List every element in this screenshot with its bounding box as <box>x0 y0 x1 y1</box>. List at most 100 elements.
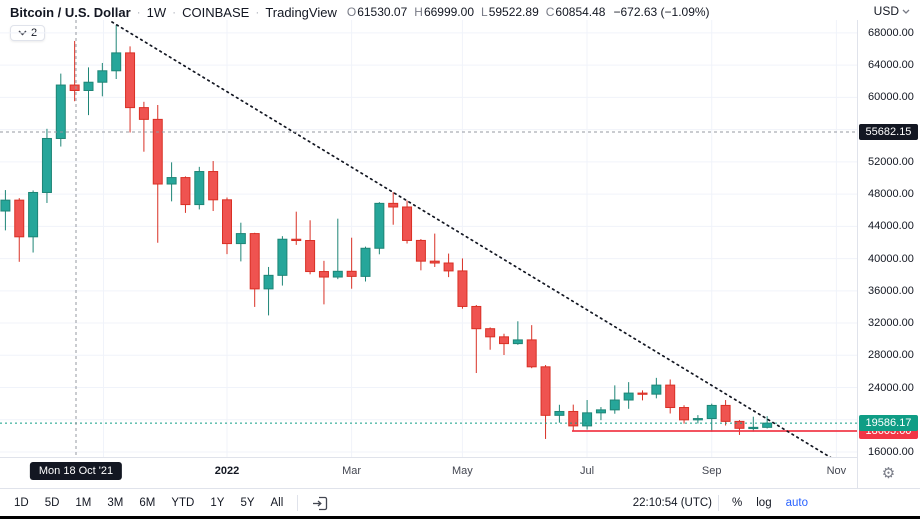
candle[interactable] <box>263 266 274 316</box>
candle[interactable] <box>346 237 357 289</box>
range-button-1m[interactable]: 1M <box>75 497 92 509</box>
candle-body <box>485 328 496 338</box>
candle[interactable] <box>706 403 717 432</box>
price-axis-label: 60000.00 <box>868 91 914 104</box>
candle[interactable] <box>208 161 219 212</box>
candle[interactable] <box>277 236 288 286</box>
range-button-5y[interactable]: 5Y <box>240 497 255 509</box>
candle[interactable] <box>665 379 676 414</box>
candle[interactable] <box>83 67 94 116</box>
candle[interactable] <box>180 176 191 213</box>
candle[interactable] <box>97 62 108 97</box>
candle[interactable] <box>152 105 163 243</box>
candle[interactable] <box>457 258 468 309</box>
candle[interactable] <box>748 416 759 432</box>
candle-body <box>360 247 371 277</box>
candle[interactable] <box>554 404 565 423</box>
candle[interactable] <box>471 304 482 374</box>
candle[interactable] <box>194 166 205 210</box>
candle[interactable] <box>720 400 731 426</box>
candle[interactable] <box>637 390 648 401</box>
candle[interactable] <box>125 46 136 133</box>
candle[interactable] <box>138 101 149 152</box>
range-button-5d[interactable]: 5D <box>44 497 60 509</box>
candle[interactable] <box>111 24 122 79</box>
range-button-ytd[interactable]: YTD <box>171 497 195 509</box>
candle[interactable] <box>291 211 302 245</box>
range-buttons: 1D 5D 1M 3M 6M YTD 1Y 5Y All <box>6 494 291 512</box>
candle[interactable] <box>651 377 662 399</box>
candle-body <box>138 107 149 120</box>
symbol-title[interactable]: Bitcoin / U.S. Dollar <box>10 4 131 20</box>
bottom-toolbar: 1D 5D 1M 3M 6M YTD 1Y 5Y All 22:10:54 (UTC) % lo… <box>0 488 920 517</box>
candle[interactable] <box>443 253 454 278</box>
candle[interactable] <box>595 407 606 421</box>
range-button-1d[interactable]: 1D <box>14 497 29 509</box>
range-button-1y[interactable]: 1Y <box>210 497 225 509</box>
time-axis-label: Mar <box>342 465 362 477</box>
candle-body <box>277 238 288 276</box>
candle[interactable] <box>512 321 523 345</box>
candle-body <box>665 384 676 409</box>
candle[interactable] <box>318 260 329 305</box>
candle[interactable] <box>360 246 371 282</box>
range-button-all[interactable]: All <box>270 497 284 509</box>
candle[interactable] <box>485 327 496 350</box>
candle[interactable] <box>679 405 690 424</box>
candle[interactable] <box>429 233 440 267</box>
vendor-label[interactable]: TradingView <box>265 4 337 20</box>
percent-scale-button[interactable]: % <box>732 497 743 509</box>
candle[interactable] <box>235 222 246 262</box>
candle[interactable] <box>332 218 343 280</box>
candle[interactable] <box>762 416 773 429</box>
candle[interactable] <box>69 40 80 102</box>
candle[interactable] <box>388 192 399 225</box>
candle[interactable] <box>402 200 413 244</box>
candle-body <box>0 199 11 212</box>
candle-body <box>55 84 66 139</box>
candle[interactable] <box>623 382 634 409</box>
candle-body <box>402 206 413 241</box>
candle[interactable] <box>305 220 316 275</box>
price-axis-label: 40000.00 <box>868 252 914 265</box>
candle[interactable] <box>568 404 579 432</box>
candle[interactable] <box>55 73 66 147</box>
time-axis[interactable]: 2022 Mar May Jul Sep Nov Mon 18 Oct '21 <box>0 457 857 489</box>
range-button-3m[interactable]: 3M <box>107 497 124 509</box>
chart-legend[interactable]: Bitcoin / U.S. Dollar · 1W · COINBASE · … <box>10 3 710 21</box>
gear-icon[interactable]: ⚙ <box>881 464 896 482</box>
low-value: 59522.89 <box>488 5 539 19</box>
candle[interactable] <box>609 385 620 414</box>
toolbar-divider <box>297 495 299 511</box>
candle[interactable] <box>734 420 745 435</box>
range-button-6m[interactable]: 6M <box>139 497 156 509</box>
candle[interactable] <box>692 415 703 424</box>
clock-utc[interactable]: 22:10:54 (UTC) <box>632 497 713 509</box>
candle[interactable] <box>499 333 509 356</box>
candle[interactable] <box>249 232 260 307</box>
candle[interactable] <box>540 365 551 439</box>
price-chart[interactable] <box>0 20 857 457</box>
candle[interactable] <box>28 190 39 253</box>
candle[interactable] <box>582 400 593 430</box>
candle[interactable] <box>0 190 11 231</box>
trendline[interactable] <box>111 21 848 457</box>
candle[interactable] <box>374 202 385 255</box>
candle[interactable] <box>41 128 52 203</box>
candle[interactable] <box>222 197 232 255</box>
log-scale-button[interactable]: log <box>756 497 772 509</box>
close-label: C <box>545 5 555 19</box>
candle-body <box>291 238 302 242</box>
candle-body <box>651 384 662 395</box>
candle-body <box>249 233 260 290</box>
candle[interactable] <box>14 198 25 262</box>
candle[interactable] <box>415 239 426 271</box>
auto-scale-button[interactable]: auto <box>785 497 808 509</box>
interval-label[interactable]: 1W <box>146 4 167 20</box>
go-to-date-button[interactable] <box>304 494 336 513</box>
candle[interactable] <box>166 162 177 202</box>
price-axis[interactable]: 68000.00 64000.00 60000.00 52000.00 48000.00… <box>857 20 920 488</box>
currency-selector[interactable]: USD <box>874 4 910 18</box>
candle[interactable] <box>526 325 537 369</box>
candle-body <box>69 84 80 91</box>
